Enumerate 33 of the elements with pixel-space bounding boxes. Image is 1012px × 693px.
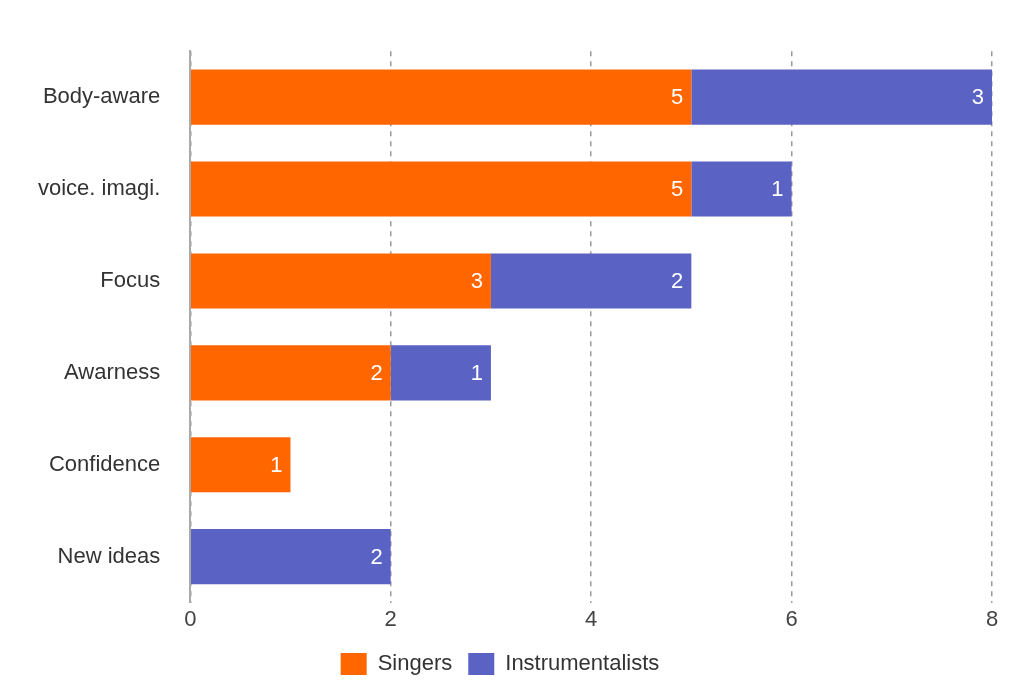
bar xyxy=(490,253,692,309)
y-tick-label: Awarness xyxy=(64,358,161,384)
data-label: 2 xyxy=(671,268,684,294)
data-label: 3 xyxy=(470,268,483,294)
bar xyxy=(191,437,291,493)
x-tick-label: 2 xyxy=(384,605,397,631)
x-tick-label: 8 xyxy=(985,605,999,631)
data-label: 2 xyxy=(370,543,383,569)
bar xyxy=(390,345,491,401)
bar xyxy=(191,161,692,217)
data-label: 1 xyxy=(470,359,483,385)
bar xyxy=(191,69,692,125)
y-tick-label: Body-aware xyxy=(42,83,161,109)
data-label: 2 xyxy=(370,359,383,385)
y-tick-label: voice. imagi. xyxy=(37,175,161,201)
y-tick-label: Focus xyxy=(100,267,161,293)
bar xyxy=(691,161,792,217)
bar xyxy=(191,529,391,585)
data-label: 3 xyxy=(971,84,984,110)
x-tick-label: 4 xyxy=(585,605,598,631)
bar xyxy=(691,69,992,125)
y-tick-label: New ideas xyxy=(57,542,161,568)
legend-label: Instrumentalists xyxy=(505,650,660,676)
x-tick-label: 6 xyxy=(785,605,798,631)
data-label: 1 xyxy=(771,176,784,202)
bar xyxy=(191,253,491,309)
data-label: 5 xyxy=(671,176,684,202)
data-label: 1 xyxy=(270,451,283,477)
legend-label: Singers xyxy=(377,650,453,676)
x-tick-label: 0 xyxy=(184,605,197,631)
bar xyxy=(191,345,391,401)
data-label: 5 xyxy=(671,84,684,110)
y-tick-label: Confidence xyxy=(48,450,161,476)
